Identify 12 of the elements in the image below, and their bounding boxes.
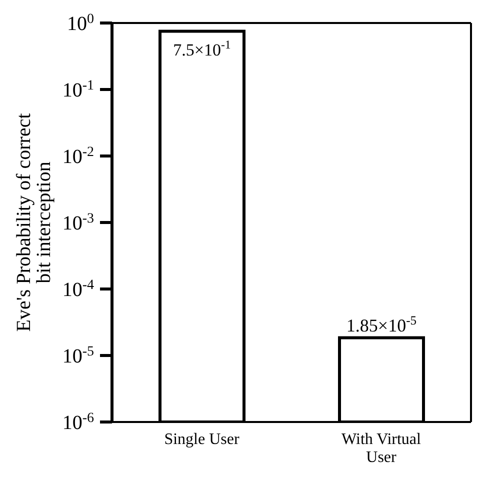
data-label: 1.85×10$^{-5}$: [346, 314, 417, 336]
y-tick-label: 10$^{-5}$: [62, 344, 94, 368]
x-tick-label: Single User: [164, 431, 240, 448]
y-tick-label: 10$^{-6}$: [62, 410, 94, 434]
y-tick-label: 10$^{0}$: [67, 12, 94, 35]
y-tick-label: 10$^{-2}$: [62, 144, 94, 168]
y-tick-label: 10$^{-4}$: [62, 278, 94, 301]
x-tick-label: With Virtual User: [342, 431, 422, 466]
y-tick-label: 10$^{-3}$: [62, 211, 94, 234]
data-label: 7.5×10$^{-1}$: [173, 37, 231, 60]
y-tick-label: 10$^{-1}$: [62, 78, 94, 102]
y-axis-title: Eve's Probability of correct bit interception: [13, 112, 55, 332]
